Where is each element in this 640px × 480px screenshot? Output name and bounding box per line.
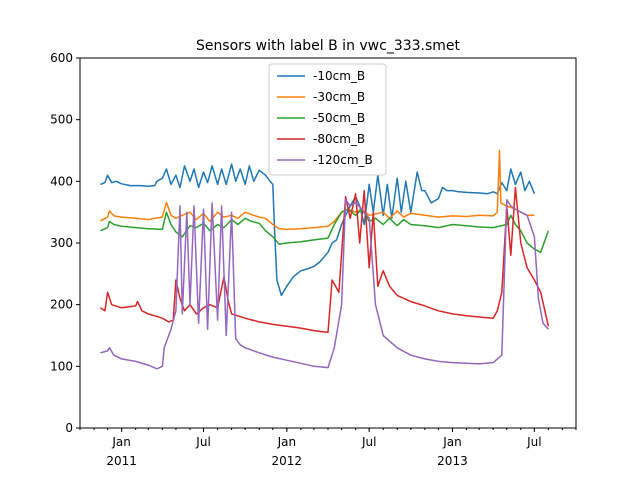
legend-label-4: -120cm_B	[313, 153, 373, 167]
series-group	[99, 149, 550, 370]
series-line-0	[100, 163, 536, 297]
legend-label-2: -50cm_B	[313, 111, 365, 125]
x-axis: Jan 2011 Jul Jan 2012 Jul Jan 2013 Jul	[79, 428, 577, 468]
y-tick-label: 300	[50, 236, 73, 250]
y-tick-label: 500	[50, 113, 73, 127]
x-tick-year-label: 2013	[437, 454, 468, 468]
series-line-3	[99, 186, 550, 334]
legend-box	[268, 63, 387, 176]
series-line-4	[100, 199, 549, 370]
legend-label-1: -30cm_B	[313, 90, 365, 104]
x-tick-label: Jul	[361, 435, 376, 449]
chart-title: Sensors with label B in vwc_333.smet	[196, 38, 461, 54]
x-tick-label: Jan	[442, 435, 462, 449]
legend-label-0: -10cm_B	[313, 69, 365, 83]
y-tick-label: 0	[65, 421, 73, 435]
y-tick-label: 200	[50, 298, 73, 312]
y-axis: 0 100 200 300 400 500 600	[50, 51, 80, 435]
series-line-2	[100, 208, 550, 254]
legend: -10cm_B -30cm_B -50cm_B -80cm_B -120cm_B	[268, 63, 387, 176]
x-tick-year-label: 2012	[272, 454, 303, 468]
x-tick-label: Jul	[195, 435, 210, 449]
y-tick-label: 600	[50, 51, 73, 65]
legend-label-3: -80cm_B	[313, 132, 365, 146]
x-tick-year-label: 2011	[106, 454, 137, 468]
y-tick-label: 100	[50, 359, 73, 373]
x-tick-label: Jul	[526, 435, 541, 449]
x-tick-label: Jan	[277, 435, 297, 449]
x-tick-label: Jan	[111, 435, 131, 449]
y-tick-label: 400	[50, 174, 73, 188]
series-line-1	[100, 149, 535, 231]
